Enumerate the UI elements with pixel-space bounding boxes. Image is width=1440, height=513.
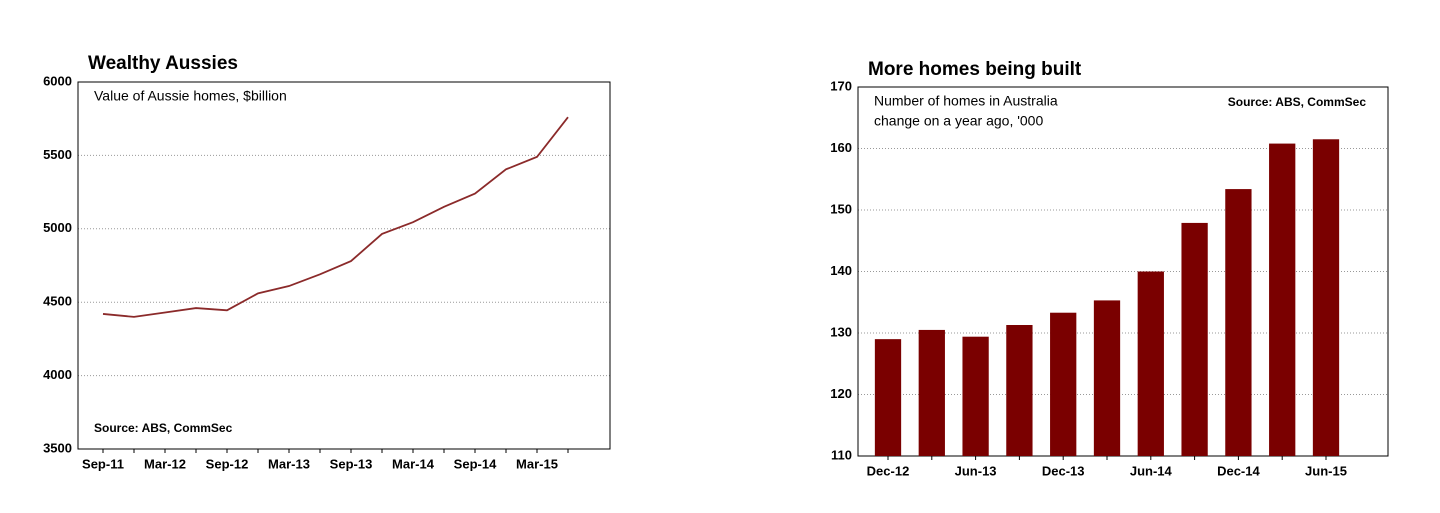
y-tick-label: 160 (830, 140, 852, 155)
x-tick-label: Sep-12 (206, 456, 249, 471)
plot-frame (857, 86, 1389, 457)
bar (1137, 271, 1164, 456)
y-tick-label: 5000 (43, 220, 72, 235)
y-tick-label: 6000 (43, 73, 72, 88)
plot-frame (77, 81, 611, 450)
bar (1225, 189, 1252, 456)
chart-title: More homes being built (868, 59, 1082, 80)
x-tick-label: Sep-13 (330, 456, 373, 471)
source: Source: ABS, CommSec (1228, 95, 1367, 109)
source: Source: ABS, CommSec (94, 421, 233, 435)
x-tick-label: Sep-11 (82, 456, 124, 471)
y-tick-label: 4000 (43, 367, 72, 382)
chart-title: Wealthy Aussies (88, 53, 238, 74)
bar (874, 339, 902, 456)
x-tick-label: Jun-13 (955, 463, 997, 478)
y-tick-label: 130 (830, 324, 852, 339)
bar (1269, 143, 1296, 456)
x-tick-label: Mar-13 (268, 456, 310, 471)
subtitle: Value of Aussie homes, $billion (94, 88, 287, 104)
bar (918, 329, 945, 456)
x-tick-label: Dec-12 (867, 463, 910, 478)
bar (962, 336, 989, 456)
x-tick-label: Dec-14 (1217, 463, 1260, 478)
y-tick-label: 5500 (43, 147, 72, 162)
bar (1312, 139, 1340, 456)
x-tick-label: Sep-14 (454, 456, 497, 471)
bar (1050, 312, 1077, 456)
bar (1006, 325, 1033, 456)
y-tick-label: 150 (830, 201, 852, 216)
x-tick-label: Mar-12 (144, 456, 186, 471)
y-tick-label: 170 (830, 78, 852, 93)
x-tick-label: Dec-13 (1042, 463, 1085, 478)
y-tick-label: 4500 (43, 294, 72, 309)
x-tick-label: Mar-15 (516, 456, 558, 471)
y-tick-label: 140 (830, 263, 852, 278)
subtitle: change on a year ago, '000 (874, 113, 1043, 129)
y-tick-label: 120 (830, 386, 852, 401)
x-tick-label: Mar-14 (392, 456, 435, 471)
y-tick-label: 3500 (43, 440, 72, 455)
y-tick-label: 110 (831, 447, 852, 462)
bar (1093, 300, 1121, 456)
subtitle: Number of homes in Australia (874, 93, 1058, 109)
bar (1181, 222, 1208, 456)
x-tick-label: Jun-14 (1130, 463, 1173, 478)
x-tick-label: Jun-15 (1305, 463, 1347, 478)
line-series (102, 116, 569, 318)
